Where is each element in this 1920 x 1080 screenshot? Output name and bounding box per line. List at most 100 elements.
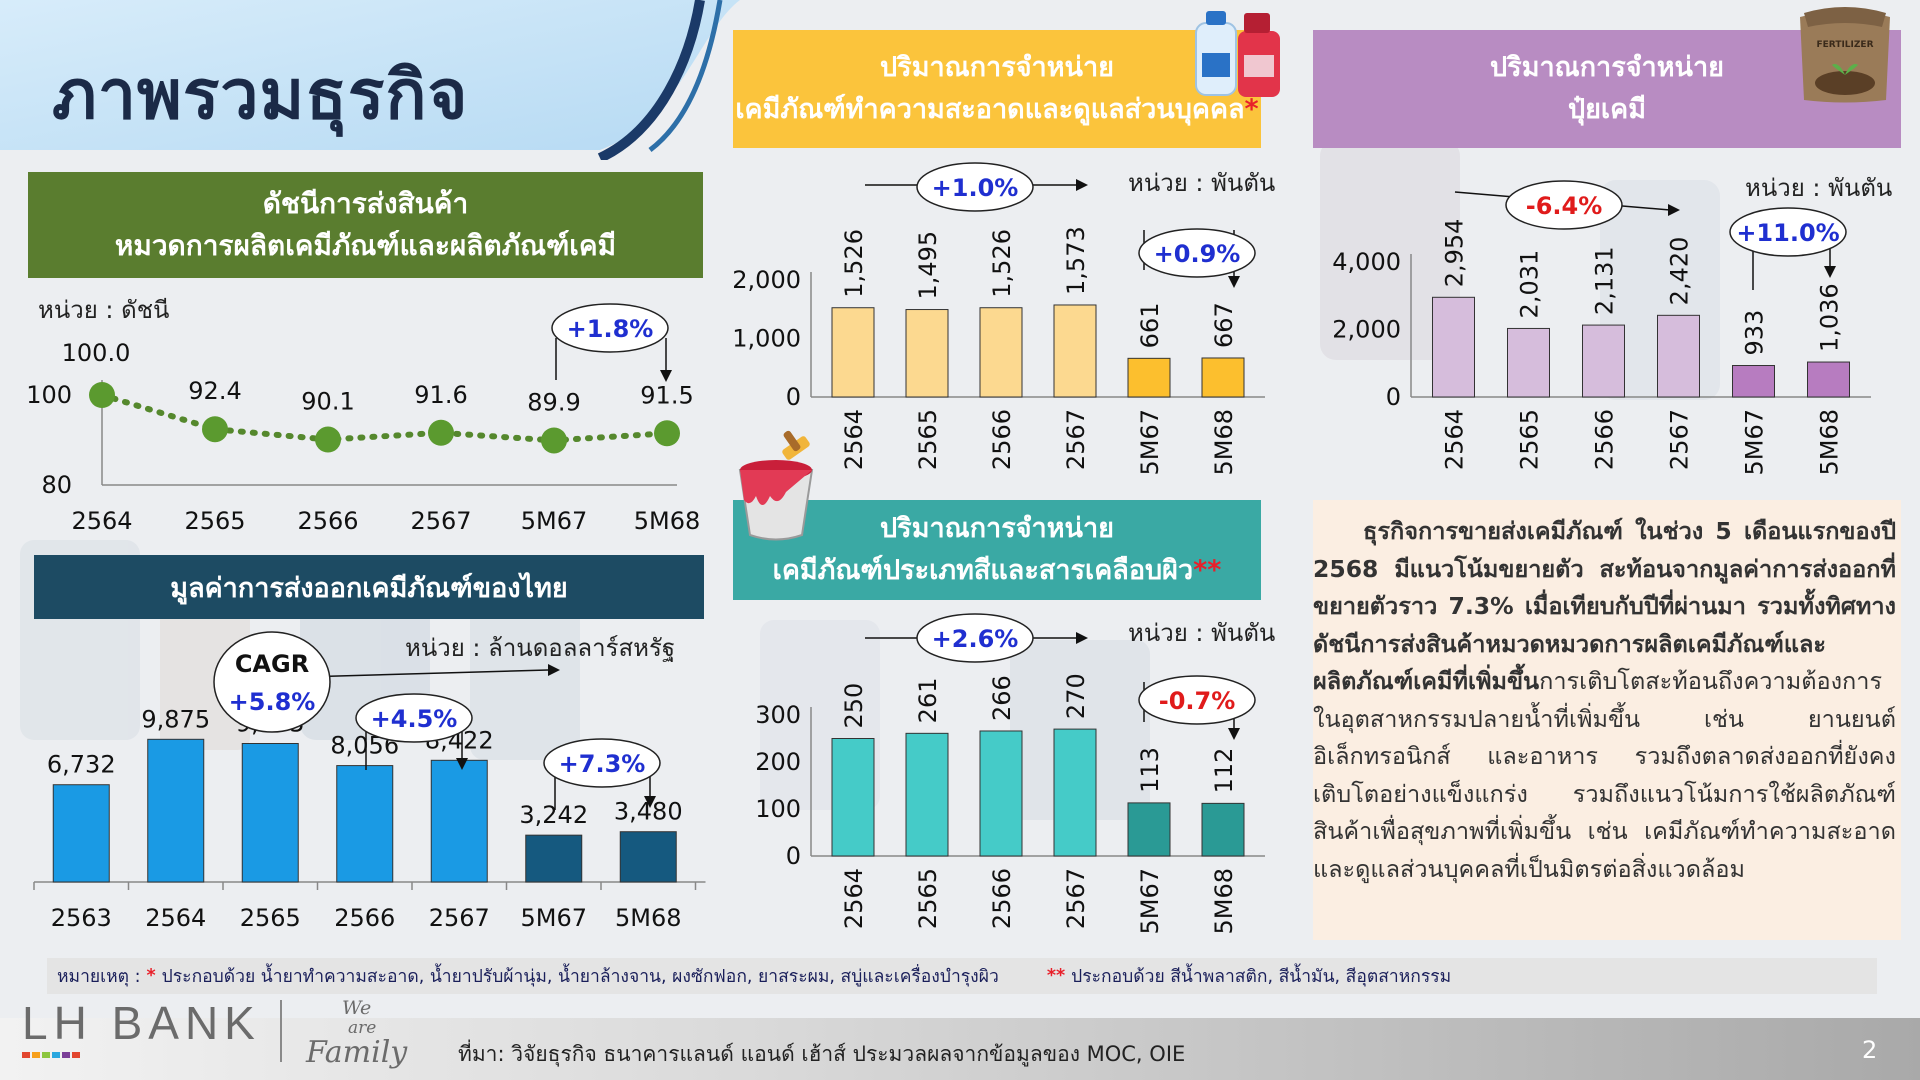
summary-normal: การเติบโตสะท้อนถึงความต้องการในอุตสาหกรร… (1313, 667, 1896, 883)
paint-bracket-arrow (1228, 728, 1240, 740)
paint-badge-b: -0.7% (1159, 687, 1236, 715)
index-category-label: 2567 (410, 507, 471, 535)
paint-title-line1: ปริมาณการจำหน่าย (880, 513, 1114, 544)
fertilizer-data-label: 1,036 (1816, 283, 1844, 352)
cleaning-arrow-head (1076, 179, 1088, 191)
cleaning-data-label: 1,573 (1062, 226, 1090, 295)
fertilizer-bracket-arrow (1824, 266, 1836, 278)
value-bracket-a-arrow (456, 758, 468, 770)
logo-divider (280, 1000, 282, 1062)
fertilizer-sack-label: FERTILIZER (1817, 40, 1874, 50)
notes-star1: * (146, 966, 156, 986)
cleaning-ytick-label: 2,000 (732, 266, 801, 294)
value-category-label: 2565 (240, 904, 301, 932)
slogan-line1: We (342, 997, 372, 1019)
value-bracket-b-arrow (644, 796, 656, 808)
value-data-label: 9,875 (141, 705, 210, 733)
paint-unit: หน่วย : พันตัน (1128, 619, 1276, 647)
cleaning-data-label: 661 (1136, 303, 1164, 349)
fertilizer-data-label: 2,420 (1666, 237, 1694, 306)
value-cagr-arrow-head (548, 664, 560, 676)
cleaning-badge-b: +0.9% (1154, 240, 1241, 268)
index-data-label: 89.9 (527, 388, 580, 416)
cleaning-bar (979, 307, 1023, 398)
lh-bank-color-strip (22, 1052, 261, 1058)
fertilizer-arrow-head (1668, 204, 1680, 216)
value-bar (52, 784, 110, 883)
cleaning-bar (1053, 304, 1097, 398)
cleaning-bar (1127, 357, 1171, 398)
lh-bank-logo-text: LH BANK (22, 997, 261, 1049)
export-index-title-line2: หมวดการผลิตเคมีภัณฑ์และผลิตภัณฑ์เคมี (114, 229, 617, 262)
notes-label: หมายเหตุ : (57, 967, 141, 987)
paint-arrow-head (1076, 632, 1088, 644)
cleaning-category-label: 2566 (988, 409, 1016, 470)
fertilizer-bar (1432, 296, 1475, 398)
fertilizer-category-label: 5M67 (1741, 409, 1769, 476)
paint-bar (905, 732, 949, 857)
notes-bar: หมายเหตุ : * ประกอบด้วย น้ำยาทำความสะอาด… (47, 958, 1877, 994)
cleaning-badge-b-ellipse (1138, 228, 1256, 278)
fertilizer-category-label: 2565 (1516, 409, 1544, 470)
index-point (315, 426, 341, 453)
fertilizer-data-label: 2,131 (1591, 246, 1619, 315)
fertilizer-data-label: 2,954 (1441, 219, 1469, 288)
fertilizer-sack-icon: FERTILIZER (1800, 7, 1890, 103)
index-category-label: 2564 (71, 507, 132, 535)
fertilizer-ytick-label: 4,000 (1332, 248, 1401, 276)
fertilizer-bar (1732, 365, 1775, 398)
export-index-title-line1: ดัชนีการส่งสินค้า (262, 187, 469, 220)
value-data-label: 6,732 (47, 751, 116, 779)
value-bar (336, 765, 394, 883)
index-category-label: 5M67 (521, 507, 588, 535)
fertilizer-bar (1657, 314, 1700, 398)
index-ytick-label: 100 (26, 381, 72, 409)
fertilizer-bar (1507, 327, 1550, 398)
index-point (428, 419, 454, 446)
paint-badge-a: +2.6% (932, 625, 1019, 653)
paint-bar (1201, 802, 1245, 857)
cleaning-title-mark: * (1244, 94, 1259, 125)
fertilizer-ytick-label: 0 (1386, 383, 1401, 411)
fertilizer-badge-a: -6.4% (1526, 192, 1603, 220)
paint-data-label: 113 (1136, 747, 1164, 793)
summary-box (1313, 500, 1901, 940)
paint-header: ปริมาณการจำหน่าย เคมีภัณฑ์ประเภทสีและสาร… (733, 500, 1261, 600)
fertilizer-category-label: 5M68 (1816, 409, 1844, 476)
paint-bar (979, 730, 1023, 857)
index-point (202, 416, 228, 443)
cleaning-category-label: 5M67 (1136, 409, 1164, 476)
value-badge-b: +7.3% (559, 750, 646, 778)
index-badge: +1.8% (567, 315, 654, 343)
fertilizer-unit: หน่วย : พันตัน (1745, 174, 1893, 202)
cleaning-badge-a: +1.0% (932, 174, 1019, 202)
paint-category-label: 5M68 (1210, 868, 1238, 935)
index-data-label: 91.6 (414, 381, 467, 409)
paint-bucket-icon (738, 430, 814, 541)
value-cagr-label: CAGR (235, 650, 309, 678)
fertilizer-bar (1582, 324, 1625, 398)
index-point (541, 427, 567, 454)
paint-ytick-label: 300 (755, 701, 801, 729)
value-category-label: 2567 (429, 904, 490, 932)
paint-data-label: 270 (1062, 673, 1090, 719)
fertilizer-data-label: 2,031 (1516, 250, 1544, 319)
value-category-label: 5M67 (520, 904, 587, 932)
paint-chart: 300 200 100 0 250 2564 261 2565 266 2566 270 2567 11… (755, 613, 1265, 935)
paint-bar (831, 738, 875, 857)
cleaning-header: ปริมาณการจำหน่าย เคมีภัณฑ์ทำความสะอาดและ… (733, 30, 1261, 148)
slogan-logo: We are Family (306, 998, 407, 1068)
cleaning-title-line2: เคมีภัณฑ์ทำความสะอาดและดูแลส่วนบุคคล (735, 94, 1245, 125)
summary-bold: ธุรกิจการขายส่งเคมีภัณฑ์ ในช่วง 5 เดือนแ… (1313, 517, 1896, 695)
fertilizer-badge-a-ellipse (1505, 180, 1623, 230)
index-point (89, 382, 115, 408)
cleaning-unit: หน่วย : พันตัน (1128, 169, 1276, 197)
value-cagr-ellipse (213, 631, 331, 733)
value-badge-b-ellipse (543, 738, 661, 788)
value-bar (147, 738, 205, 883)
paint-ytick-label: 200 (755, 748, 801, 776)
fertilizer-title-line2: ปุ๋ยเคมี (1567, 94, 1647, 125)
paint-data-label: 112 (1210, 748, 1238, 794)
cleaning-bracket-arrow (1228, 276, 1240, 288)
index-ytick-label: 80 (41, 471, 72, 499)
